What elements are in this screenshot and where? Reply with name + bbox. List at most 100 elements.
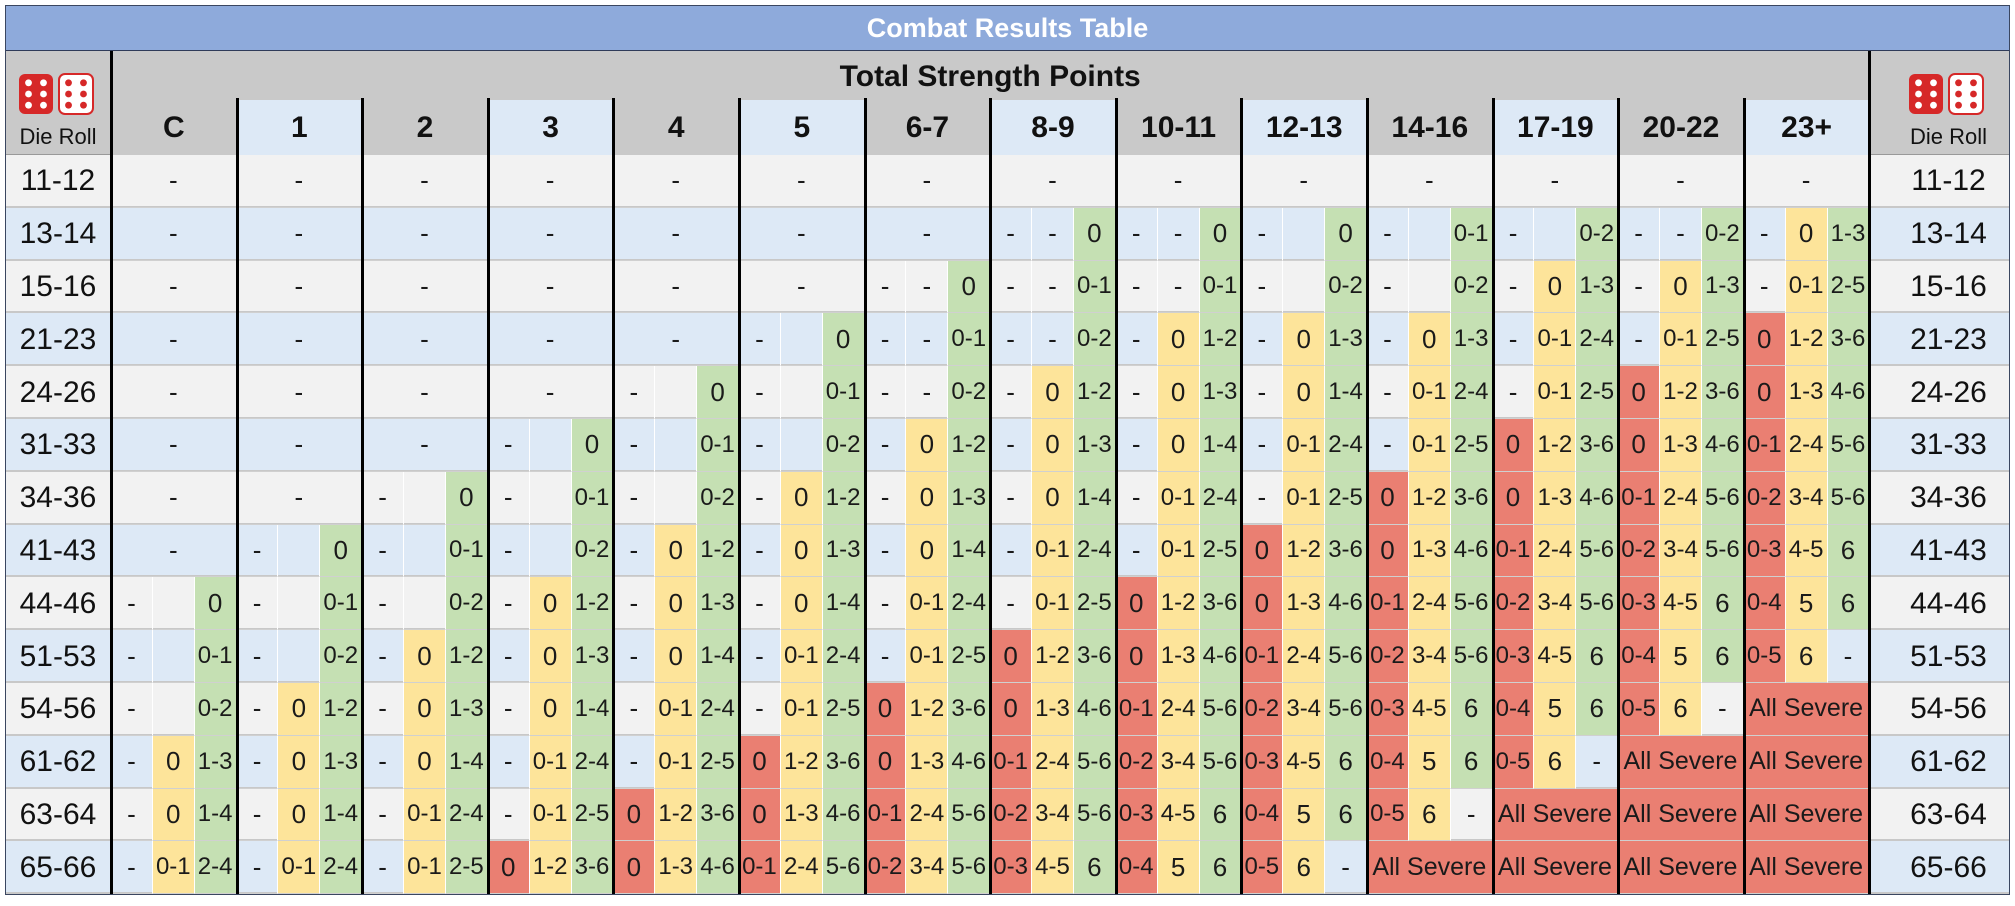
column-divider — [1868, 51, 1872, 895]
result-cell-all-severe: All Severe — [1618, 788, 1744, 842]
result-subcell: 0 — [655, 577, 698, 631]
result-subcell: 2-5 — [571, 788, 614, 842]
result-subcell: 5-6 — [1827, 471, 1870, 525]
column-divider — [863, 98, 867, 895]
column-header: 8-9 — [990, 100, 1116, 155]
result-subcell: 5-6 — [1325, 630, 1367, 683]
result-subcell: 0 — [780, 471, 823, 525]
result-subcell: 0 — [990, 630, 1033, 683]
result-subcell: 0-3 — [1115, 788, 1158, 842]
result-cell: - — [111, 366, 237, 419]
column-divider — [1240, 98, 1244, 895]
result-subcell — [655, 471, 698, 525]
dice-icon — [19, 73, 94, 115]
result-subcell: 5-6 — [1450, 577, 1493, 631]
result-cell-all-severe: All Severe — [1492, 841, 1619, 895]
result-subcell: 0 — [1492, 471, 1535, 525]
die-roll-label-left: 15-16 — [19, 269, 97, 303]
die-roll-label-left: 61-62 — [19, 745, 97, 779]
result-subcell — [1283, 207, 1326, 261]
result-cell: - — [1492, 155, 1619, 208]
result-subcell: 1-2 — [1157, 577, 1200, 631]
die-roll-label-right: 44-46 — [1910, 586, 1987, 620]
result-subcell: 0-1 — [655, 735, 698, 789]
result-subcell: 2-4 — [1032, 735, 1074, 789]
result-subcell: - — [1241, 260, 1284, 314]
result-subcell: 0-2 — [864, 841, 907, 895]
result-subcell: 5-6 — [948, 841, 991, 895]
result-subcell: 6 — [1827, 577, 1870, 631]
result-subcell: 0-1 — [571, 471, 614, 525]
result-subcell — [655, 366, 698, 419]
result-subcell: 1-2 — [697, 524, 739, 578]
result-subcell: - — [1115, 260, 1158, 314]
result-subcell: 0 — [1743, 366, 1786, 419]
result-subcell: 5 — [1534, 683, 1577, 736]
result-subcell: 0 — [1492, 419, 1535, 472]
result-subcell: 5 — [1283, 788, 1326, 842]
result-subcell: 0 — [1283, 366, 1326, 419]
result-subcell: 0 — [990, 683, 1033, 736]
result-subcell: 1-3 — [320, 735, 363, 789]
result-subcell: - — [362, 735, 405, 789]
result-subcell: 4-5 — [1785, 524, 1828, 578]
result-subcell: 1-2 — [571, 577, 614, 631]
result-subcell: 2-4 — [1534, 524, 1577, 578]
result-subcell: 3-6 — [1325, 524, 1367, 578]
result-subcell: 0-1 — [1073, 260, 1116, 314]
result-subcell: 2-4 — [906, 788, 949, 842]
result-subcell: 2-5 — [1325, 471, 1367, 525]
result-subcell: 0-2 — [1450, 260, 1493, 314]
result-cell: - — [236, 313, 363, 367]
result-subcell: - — [990, 313, 1033, 367]
result-subcell: 0 — [1241, 524, 1284, 578]
result-subcell: 0 — [697, 366, 739, 419]
result-subcell: 5 — [1660, 630, 1702, 683]
result-subcell: - — [487, 735, 530, 789]
result-subcell: 0 — [1283, 313, 1326, 367]
result-subcell: 0 — [1743, 313, 1786, 367]
result-cell: - — [111, 419, 237, 472]
result-subcell: 0-3 — [1241, 735, 1284, 789]
result-subcell: - — [111, 841, 153, 895]
result-subcell: 1-3 — [1408, 524, 1451, 578]
result-subcell: - — [1367, 207, 1409, 261]
column-header: 14-16 — [1367, 100, 1493, 155]
result-subcell: 0-2 — [697, 471, 739, 525]
result-subcell: - — [1618, 313, 1661, 367]
column-divider — [612, 98, 616, 895]
result-subcell: 0-1 — [1534, 366, 1577, 419]
result-subcell: 2-5 — [1576, 366, 1619, 419]
result-subcell: 0 — [1408, 313, 1451, 367]
result-subcell: 0-1 — [278, 841, 321, 895]
result-subcell — [152, 683, 195, 736]
result-subcell: 0-1 — [1492, 524, 1535, 578]
result-subcell: - — [1157, 260, 1200, 314]
result-subcell: 0-1 — [780, 630, 823, 683]
result-subcell: 3-4 — [906, 841, 949, 895]
result-subcell: 0-4 — [1492, 683, 1535, 736]
result-subcell: - — [1325, 841, 1367, 895]
result-subcell: 0 — [1032, 471, 1074, 525]
result-subcell: 0-1 — [194, 630, 237, 683]
result-subcell: 1-2 — [780, 735, 823, 789]
result-subcell: 0 — [1618, 366, 1661, 419]
result-subcell — [1534, 207, 1577, 261]
result-subcell: 1-3 — [1283, 577, 1326, 631]
result-cell: - — [1618, 155, 1744, 208]
result-subcell: 0-1 — [780, 683, 823, 736]
result-subcell: 0 — [1325, 207, 1367, 261]
result-subcell: 2-5 — [948, 630, 991, 683]
result-subcell: - — [1241, 207, 1284, 261]
result-subcell: 0 — [864, 735, 907, 789]
result-subcell: 0-5 — [1743, 630, 1786, 683]
result-subcell: 1-3 — [1032, 683, 1074, 736]
result-subcell: - — [1241, 366, 1284, 419]
result-subcell: 4-5 — [1032, 841, 1074, 895]
result-subcell: 4-5 — [1660, 577, 1702, 631]
result-subcell: 0-5 — [1618, 683, 1661, 736]
result-subcell: 0 — [613, 788, 656, 842]
column-divider — [361, 98, 365, 895]
result-subcell: 5-6 — [1701, 471, 1744, 525]
